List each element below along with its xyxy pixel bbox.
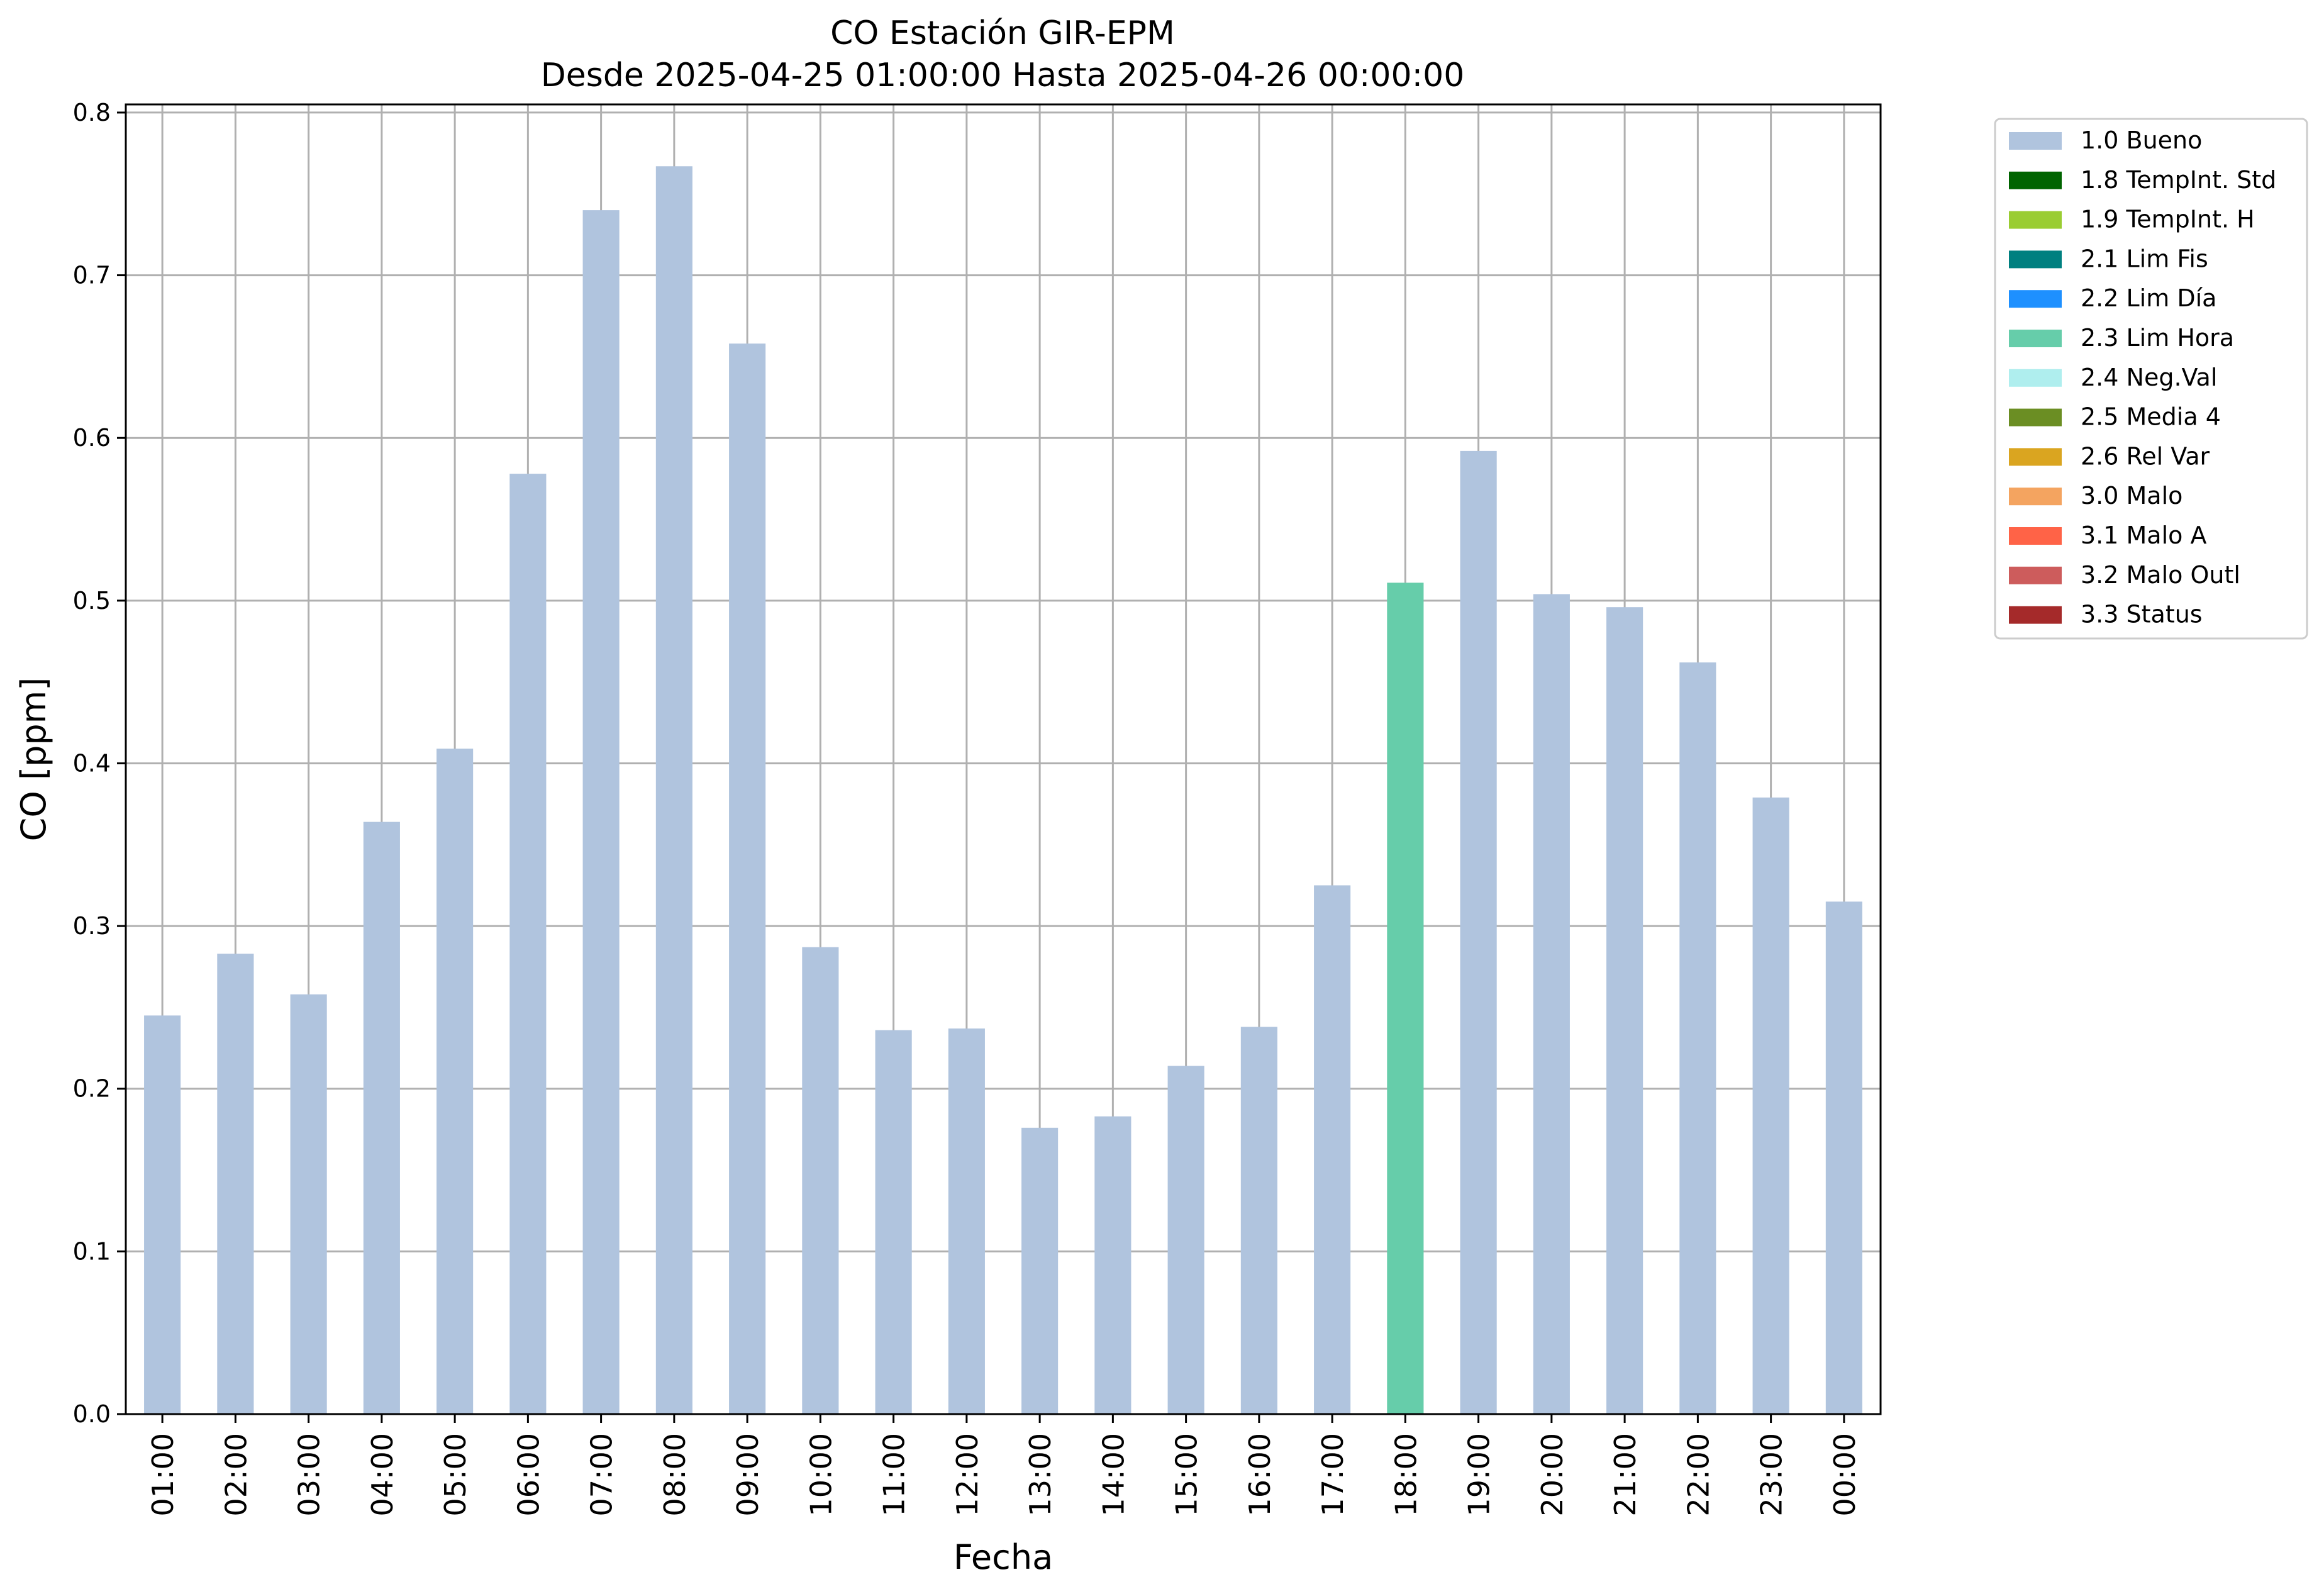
x-tick-label: 11:00 (877, 1433, 911, 1517)
legend-swatch (2009, 250, 2062, 269)
legend-swatch (2009, 488, 2062, 506)
legend-swatch (2009, 171, 2062, 189)
x-tick-label: 18:00 (1389, 1433, 1423, 1517)
x-tick-label: 05:00 (438, 1433, 472, 1517)
x-tick-label: 16:00 (1243, 1433, 1277, 1517)
legend-label: 1.0 Bueno (2081, 126, 2202, 154)
bar-22:00 (1679, 662, 1716, 1414)
bar-08:00 (655, 166, 692, 1414)
bar-19:00 (1460, 450, 1497, 1415)
legend-label: 2.1 Lim Fis (2081, 245, 2208, 272)
legend-label: 2.4 Neg.Val (2081, 364, 2217, 391)
y-tick-label: 0.1 (73, 1237, 111, 1265)
x-tick-label: 10:00 (804, 1433, 838, 1517)
legend-swatch (2009, 527, 2062, 545)
bar-09:00 (729, 343, 766, 1414)
y-tick-label: 0.5 (73, 587, 111, 615)
y-axis-label: CO [ppm] (14, 677, 53, 842)
bar-12:00 (948, 1028, 985, 1414)
bar-05:00 (436, 749, 474, 1414)
bar-06:00 (509, 474, 547, 1414)
y-tick-label: 0.8 (73, 99, 111, 126)
x-tick-label: 12:00 (950, 1433, 984, 1517)
chart-subtitle: Desde 2025-04-25 01:00:00 Hasta 2025-04-… (541, 57, 1465, 94)
y-tick-label: 0.4 (73, 749, 111, 777)
legend: 1.0 Bueno 1.8 TempInt. Std 1.9 TempInt. H 2… (1994, 118, 2308, 640)
bar-04:00 (363, 822, 400, 1414)
bar-21:00 (1606, 607, 1643, 1414)
x-tick-label: 03:00 (292, 1433, 326, 1517)
legend-label: 3.0 Malo (2081, 482, 2182, 510)
bar-03:00 (290, 994, 327, 1414)
legend-label: 2.2 Lim Día (2081, 284, 2216, 312)
x-tick-label: 22:00 (1681, 1433, 1715, 1517)
bar-16:00 (1240, 1027, 1277, 1414)
y-gridlines (126, 111, 1881, 1415)
bar-20:00 (1533, 594, 1570, 1414)
legend-label: 2.3 Lim Hora (2081, 324, 2234, 352)
bar-13:00 (1021, 1127, 1059, 1414)
bar-02:00 (217, 954, 254, 1414)
x-axis-ticks: 01:00 02:00 03:00 04:00 05:00 06:00 07:00 08:00… (146, 1414, 1862, 1517)
x-tick-label: 13:00 (1023, 1433, 1057, 1517)
plot-frame (125, 103, 1882, 1415)
bar-00:00 (1825, 901, 1862, 1414)
x-tick-label: 14:00 (1096, 1433, 1130, 1517)
legend-label: 2.5 Media 4 (2081, 403, 2221, 431)
x-tick-label: 02:00 (219, 1433, 253, 1517)
legend-label: 2.6 Rel Var (2081, 442, 2210, 470)
bar-10:00 (802, 947, 839, 1414)
x-tick-label: 20:00 (1535, 1433, 1569, 1517)
legend-swatch (2009, 408, 2062, 426)
bar-07:00 (582, 210, 620, 1414)
legend-box (1994, 118, 2308, 640)
bar-18:00 (1387, 582, 1424, 1415)
x-tick-label: 00:00 (1828, 1433, 1862, 1517)
x-gridlines (161, 104, 1845, 1414)
legend-label: 3.3 Status (2081, 601, 2203, 628)
legend-label: 1.9 TempInt. H (2081, 206, 2255, 233)
x-tick-label: 07:00 (585, 1433, 619, 1517)
bar-01:00 (144, 1015, 181, 1414)
bar-17:00 (1314, 885, 1351, 1414)
x-tick-label: 09:00 (731, 1433, 765, 1517)
legend-swatch (2009, 330, 2062, 347)
legend-label: 3.2 Malo Outl (2081, 561, 2240, 589)
y-tick-label: 0.6 (73, 424, 111, 452)
x-tick-label: 06:00 (511, 1433, 545, 1517)
x-tick-label: 19:00 (1462, 1433, 1496, 1517)
legend-label: 3.1 Malo A (2081, 521, 2206, 549)
y-tick-label: 0.0 (73, 1400, 111, 1428)
bar-14:00 (1094, 1116, 1131, 1414)
legend-swatch (2009, 211, 2062, 229)
x-tick-label: 17:00 (1316, 1433, 1350, 1517)
x-tick-label: 15:00 (1170, 1433, 1204, 1517)
x-tick-label: 08:00 (658, 1433, 692, 1517)
y-tick-label: 0.2 (73, 1075, 111, 1103)
legend-label: 1.8 TempInt. Std (2081, 166, 2276, 194)
chart-title: CO Estación GIR-EPM (830, 14, 1175, 52)
x-tick-label: 23:00 (1755, 1433, 1789, 1517)
legend-swatch (2009, 566, 2062, 584)
x-tick-label: 01:00 (146, 1433, 180, 1517)
y-tick-label: 0.3 (73, 912, 111, 940)
x-tick-label: 21:00 (1608, 1433, 1642, 1517)
bar-11:00 (875, 1030, 912, 1414)
x-axis-label: Fecha (954, 1537, 1053, 1577)
bars (144, 166, 1862, 1415)
bar-23:00 (1752, 797, 1789, 1414)
legend-swatch (2009, 606, 2062, 624)
legend-swatch (2009, 448, 2062, 466)
bar-15:00 (1167, 1066, 1204, 1414)
y-axis-ticks: 0.0 0.1 0.2 0.3 0.4 0.5 0.6 0.7 0.8 (73, 99, 126, 1428)
legend-swatch (2009, 290, 2062, 308)
legend-swatch (2009, 132, 2062, 150)
legend-swatch (2009, 369, 2062, 387)
y-tick-label: 0.7 (73, 262, 111, 289)
x-tick-label: 04:00 (365, 1433, 399, 1517)
